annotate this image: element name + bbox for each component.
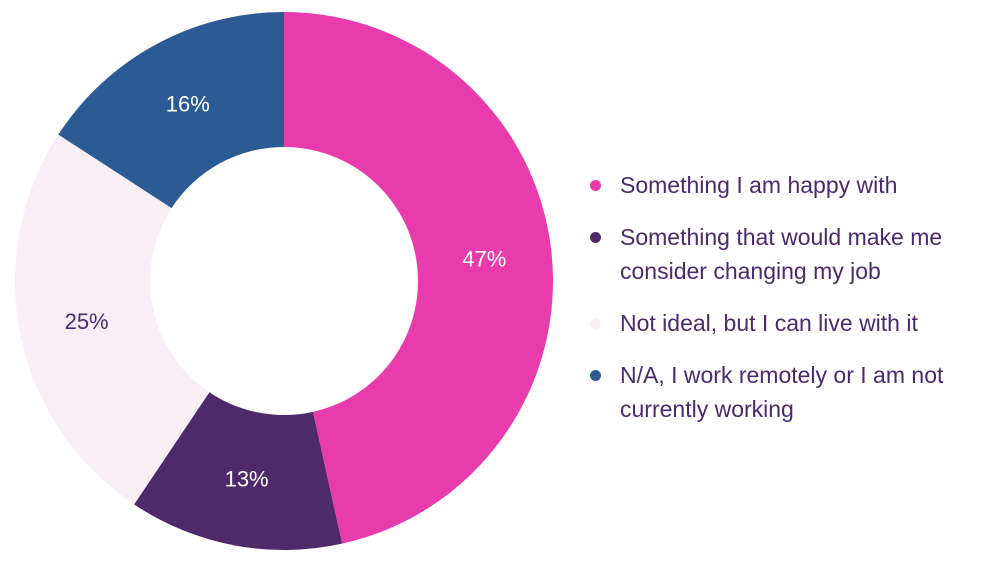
legend-item-happy: Something I am happy with <box>590 168 985 202</box>
legend-marker <box>590 180 601 191</box>
legend-label: N/A, I work remotely or I am not current… <box>620 362 944 422</box>
data-label: 47% <box>462 247 506 272</box>
slice-not-ideal <box>15 134 210 505</box>
legend-marker <box>590 232 601 243</box>
data-label: 16% <box>166 91 210 116</box>
legend-item-remote-na: N/A, I work remotely or I am not current… <box>590 358 985 426</box>
legend-item-consider-changing: Something that would make me consider ch… <box>590 220 985 288</box>
legend-marker <box>590 318 601 329</box>
legend-marker <box>590 370 601 381</box>
data-label: 13% <box>225 467 269 492</box>
legend-label: Not ideal, but I can live with it <box>620 310 918 336</box>
slice-happy <box>284 12 553 544</box>
legend-label: Something I am happy with <box>620 172 898 198</box>
slice-remote-na <box>58 12 284 209</box>
legend-item-not-ideal: Not ideal, but I can live with it <box>590 306 985 340</box>
legend-label: Something that would make me consider ch… <box>620 224 943 284</box>
data-label: 25% <box>65 309 109 334</box>
legend: Something I am happy with Something that… <box>590 168 985 444</box>
slice-consider-changing <box>134 392 343 550</box>
